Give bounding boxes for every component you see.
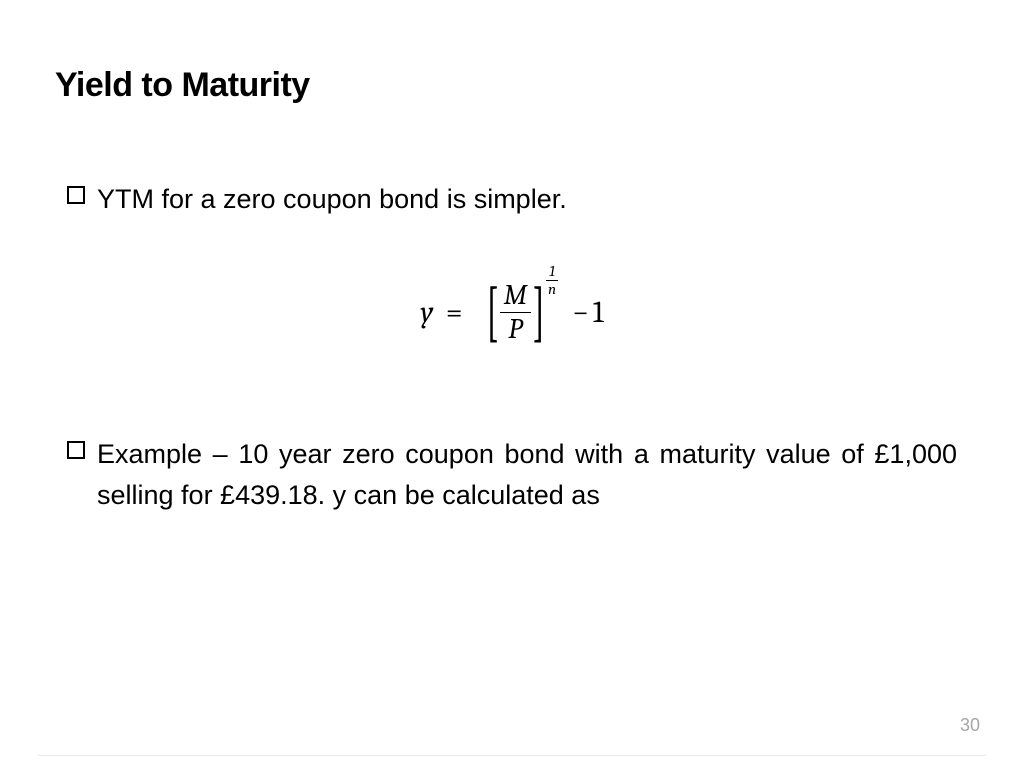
one-literal: 1 [593, 295, 604, 330]
page-number: 30 [960, 715, 980, 736]
formula-region: y = [ M P ] 1 n −1 [0, 280, 1024, 345]
slide-title: Yield to Maturity [55, 66, 310, 105]
bullet-text: Example – 10 year zero coupon bond with … [97, 434, 957, 515]
equals-sign: = [446, 295, 463, 330]
minus-sign: − [572, 295, 589, 330]
bullet-item: Example – 10 year zero coupon bond with … [67, 434, 977, 515]
ytm-formula: y = [ M P ] 1 n −1 [420, 280, 603, 345]
right-bracket-icon: ] [532, 283, 545, 342]
square-bullet-icon [67, 186, 85, 204]
exponent-numerator: 1 [547, 264, 557, 279]
fraction-numerator: M [500, 280, 531, 311]
exponent-fraction: 1 n [546, 264, 558, 297]
bullet-text: YTM for a zero coupon bond is simpler. [97, 179, 567, 220]
fraction: M P [500, 280, 531, 345]
footer-divider [38, 755, 986, 756]
formula-lhs: y [420, 295, 433, 330]
bracket-group: [ M P ] [481, 280, 551, 345]
exponent-denominator: n [546, 282, 558, 297]
left-bracket-icon: [ [486, 283, 499, 342]
bullet-item: YTM for a zero coupon bond is simpler. [67, 179, 567, 220]
slide: Yield to Maturity YTM for a zero coupon … [0, 0, 1024, 768]
square-bullet-icon [67, 441, 85, 459]
fraction-denominator: P [504, 314, 526, 345]
formula-tail: −1 [572, 295, 604, 330]
